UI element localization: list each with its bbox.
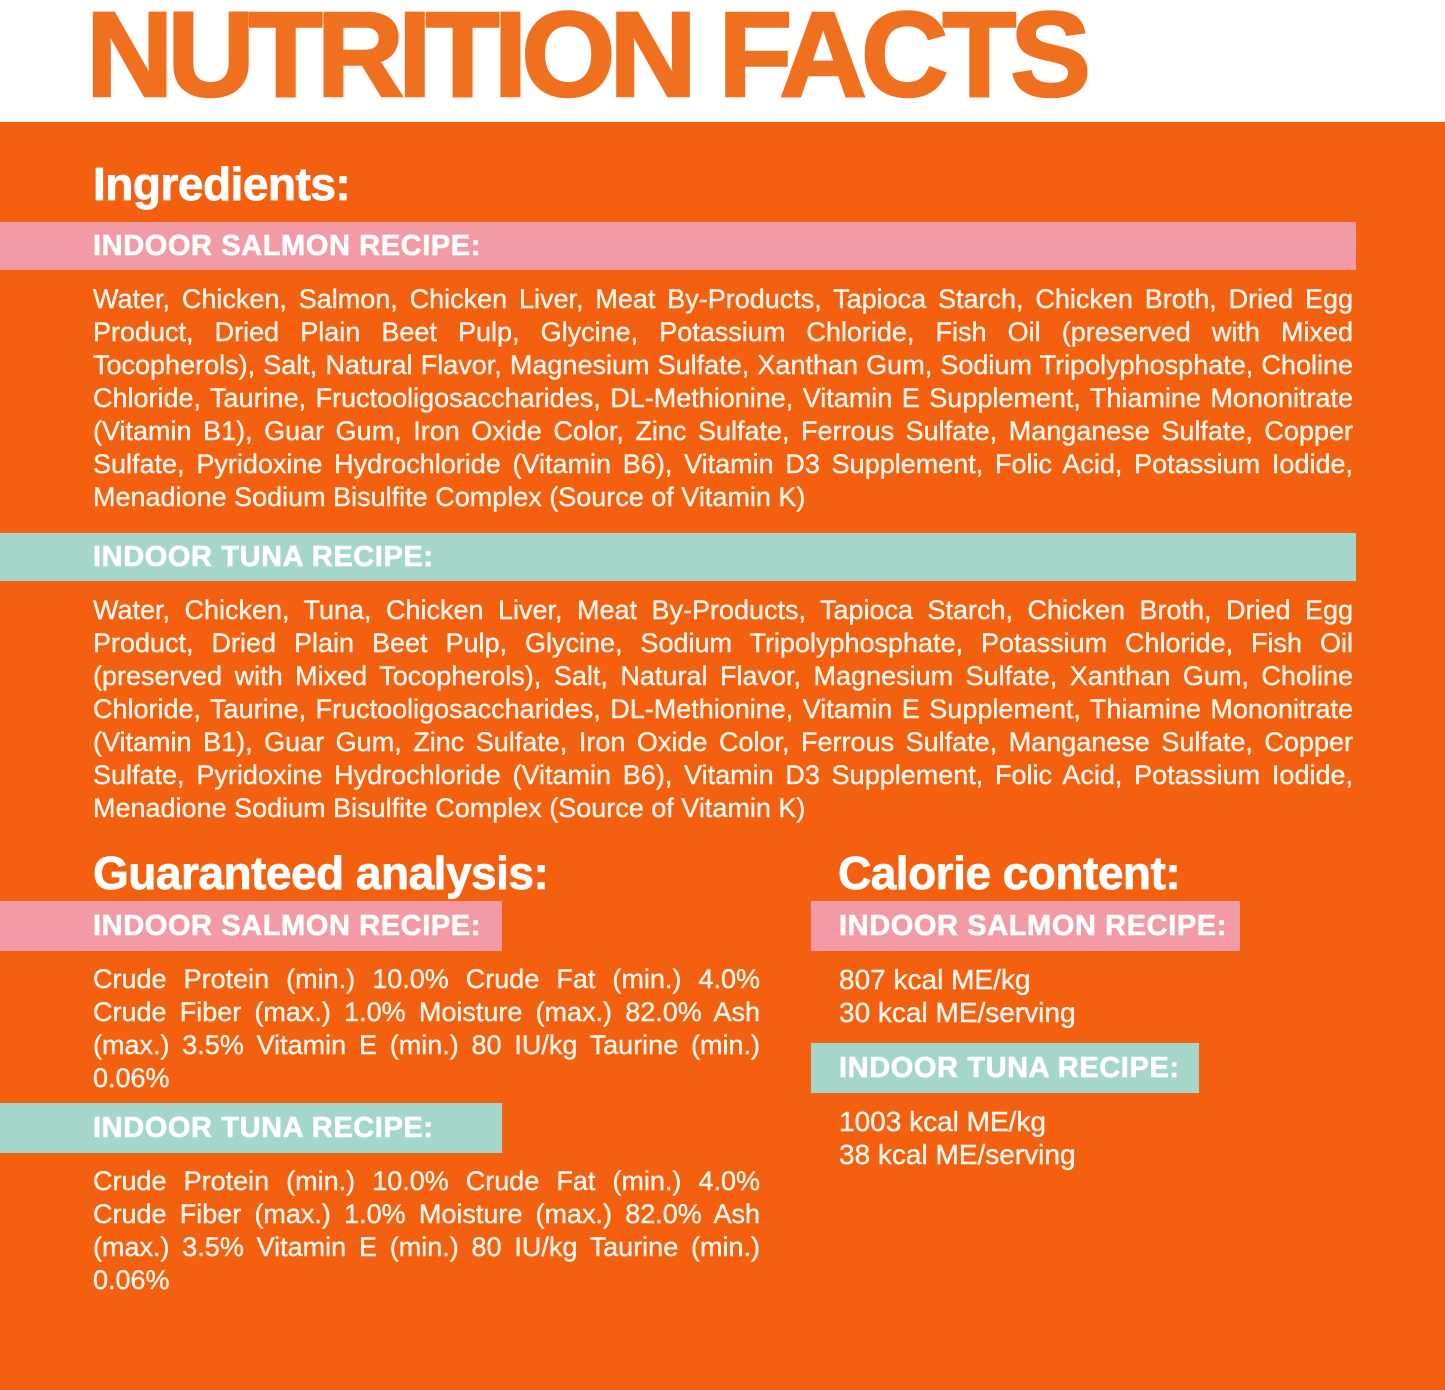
ingredients-tuna-banner-label: INDOOR TUNA RECIPE: — [93, 540, 434, 573]
ingredients-tuna-text: Water, Chicken, Tuna, Chicken Liver, Mea… — [93, 595, 1353, 823]
calorie-tuna-banner: INDOOR TUNA RECIPE: — [811, 1043, 1199, 1093]
header-band: NUTRITION FACTS — [0, 0, 1445, 122]
ingredients-salmon-banner-label: INDOOR SALMON RECIPE: — [93, 229, 481, 262]
calorie-tuna-kcal-per-kg: 1003 kcal ME/kg — [839, 1106, 1046, 1137]
analysis-salmon-banner-label: INDOOR SALMON RECIPE: — [93, 909, 481, 942]
ingredients-tuna-banner: INDOOR TUNA RECIPE: — [0, 533, 1356, 581]
analysis-tuna-banner-label: INDOOR TUNA RECIPE: — [93, 1111, 434, 1144]
calorie-tuna-banner-label: INDOOR TUNA RECIPE: — [839, 1051, 1180, 1084]
label-content: Ingredients: INDOOR SALMON RECIPE: Water… — [0, 122, 1445, 1297]
guaranteed-analysis-heading: Guaranteed analysis: — [93, 847, 550, 900]
calorie-tuna-values: 1003 kcal ME/kg 38 kcal ME/serving — [839, 1105, 1445, 1171]
bottom-columns: Guaranteed analysis: Calorie content: IN… — [0, 847, 1445, 1297]
calorie-salmon-kcal-per-serving: 30 kcal ME/serving — [839, 997, 1076, 1028]
page-title: NUTRITION FACTS — [85, 0, 1092, 122]
ingredients-heading: Ingredients: — [93, 158, 352, 211]
calorie-tuna-kcal-per-serving: 38 kcal ME/serving — [839, 1139, 1076, 1170]
calorie-content-column: INDOOR SALMON RECIPE: 807 kcal ME/kg 30 … — [811, 901, 1445, 1297]
analysis-salmon-text: Crude Protein (min.) 10.0% Crude Fat (mi… — [93, 964, 760, 1093]
ingredients-salmon-banner: INDOOR SALMON RECIPE: — [0, 222, 1356, 270]
analysis-tuna-banner: INDOOR TUNA RECIPE: — [0, 1103, 502, 1153]
analysis-tuna-text: Crude Protein (min.) 10.0% Crude Fat (mi… — [93, 1166, 760, 1295]
guaranteed-analysis-column: INDOOR SALMON RECIPE: Crude Protein (min… — [0, 901, 811, 1297]
calorie-content-heading: Calorie content: — [838, 847, 1181, 900]
ingredients-salmon-text: Water, Chicken, Salmon, Chicken Liver, M… — [93, 284, 1353, 512]
calorie-salmon-values: 807 kcal ME/kg 30 kcal ME/serving — [839, 963, 1445, 1029]
calorie-salmon-banner: INDOOR SALMON RECIPE: — [811, 901, 1240, 951]
calorie-salmon-kcal-per-kg: 807 kcal ME/kg — [839, 964, 1031, 995]
calorie-salmon-banner-label: INDOOR SALMON RECIPE: — [839, 909, 1227, 942]
analysis-salmon-banner: INDOOR SALMON RECIPE: — [0, 901, 502, 951]
